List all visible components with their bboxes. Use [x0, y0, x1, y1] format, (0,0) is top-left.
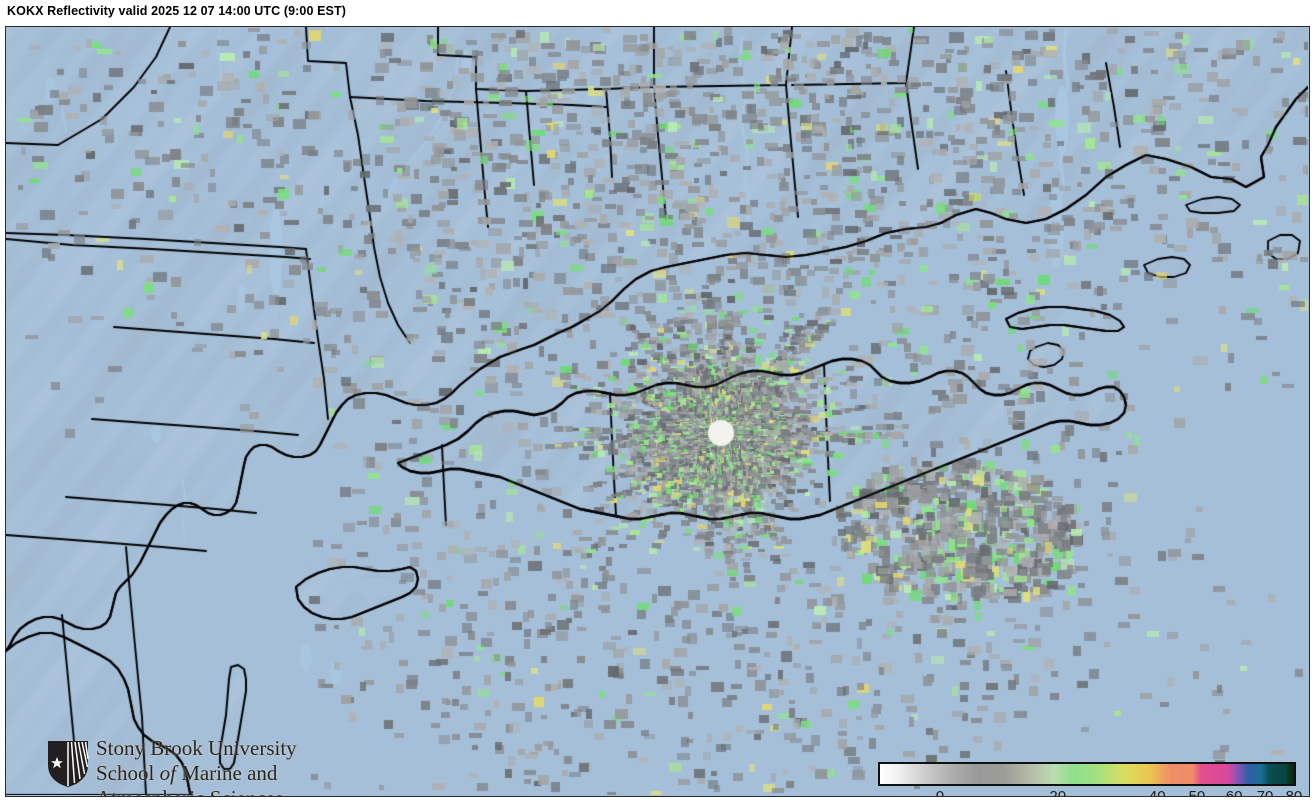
- colorbar-tick-0: 0: [935, 788, 945, 797]
- title-bar: KOKX Reflectivity valid 2025 12 07 14:00…: [0, 0, 1316, 26]
- page-title: KOKX Reflectivity valid 2025 12 07 14:00…: [7, 4, 346, 18]
- colorbar-tick-80: 80: [1285, 788, 1303, 797]
- radar-map-frame[interactable]: Stony Brook University School of Marine …: [5, 26, 1310, 797]
- colorbar-tick-labels: 0 20 40 50 60 70 80: [874, 786, 1303, 797]
- colorbar-gradient: [878, 762, 1296, 786]
- colorbar-tick-60: 60: [1225, 788, 1243, 797]
- colorbar-tick-20: 20: [1049, 788, 1067, 797]
- radar-map-canvas[interactable]: [6, 27, 1308, 795]
- colorbar-tick-50: 50: [1188, 788, 1206, 797]
- reflectivity-colorbar: 0 20 40 50 60 70 80: [874, 758, 1303, 797]
- colorbar-tick-40: 40: [1148, 788, 1166, 797]
- colorbar-tick-70: 70: [1256, 788, 1274, 797]
